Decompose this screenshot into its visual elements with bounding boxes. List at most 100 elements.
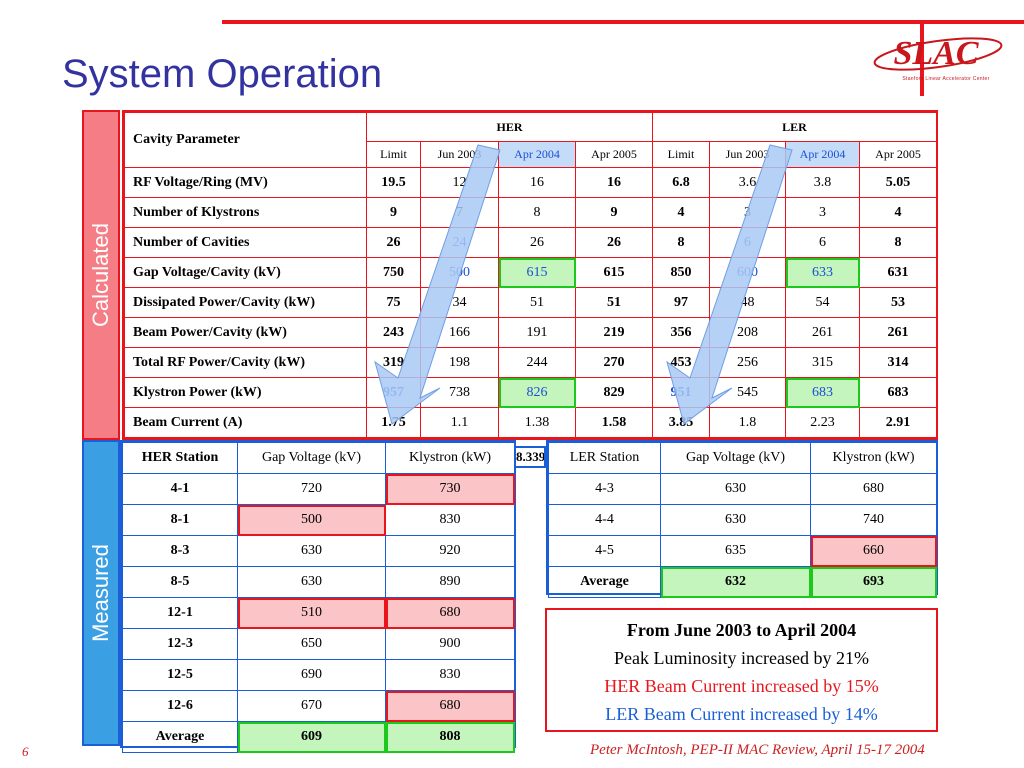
table-cell: 738	[420, 377, 499, 408]
table-row: Total RF Power/Cavity (kW) 319 198 244 2…	[124, 347, 938, 378]
station-label: 4-5	[548, 535, 661, 567]
table-row: 8-5 630 890	[122, 566, 515, 598]
table-cell: 54	[785, 287, 861, 318]
table-cell: 850	[652, 257, 711, 288]
table-cell: 16	[498, 167, 576, 198]
table-cell: 720	[237, 473, 386, 505]
table-cell: 510	[237, 597, 386, 629]
calculated-label: Calculated	[88, 223, 113, 327]
logo-subtitle: Stanford Linear Accelerator Center	[902, 76, 990, 82]
table-cell: 97	[652, 287, 711, 318]
table-cell: 951	[652, 377, 711, 408]
row-label: Klystron Power (kW)	[124, 377, 367, 408]
table-cell: 51	[498, 287, 576, 318]
table-cell: 683	[859, 377, 938, 408]
row-label: Dissipated Power/Cavity (kW)	[124, 287, 367, 318]
table-cell: 740	[810, 504, 937, 536]
table-cell: 48	[709, 287, 787, 318]
station-label: 12-3	[122, 628, 238, 660]
her-group-header: HER	[365, 112, 654, 142]
col-header: Klystron (kW)	[810, 442, 937, 474]
table-row: Beam Power/Cavity (kW) 243 166 191 219 3…	[124, 317, 938, 348]
table-cell: 24	[420, 227, 499, 258]
table-cell: 4	[859, 197, 938, 228]
table-cell: 5.05	[859, 167, 938, 198]
table-cell: 750	[366, 257, 421, 288]
table-row: 4-5 635 660	[548, 535, 937, 567]
table-row: Klystron Power (kW) 957 738 826 829 951 …	[124, 377, 938, 408]
table-cell: 500	[420, 257, 499, 288]
average-klystron-power: 693	[810, 566, 937, 598]
summary-box: From June 2003 to April 2004 Peak Lumino…	[545, 608, 938, 732]
table-cell: 8	[859, 227, 938, 258]
table-cell: 1.75	[366, 407, 421, 438]
table-cell: 219	[574, 317, 654, 348]
table-cell: 683	[785, 377, 861, 408]
table-cell: 3.85	[652, 407, 711, 438]
station-label: 8-3	[122, 535, 238, 567]
table-cell: 16	[574, 167, 654, 198]
table-cell: 8	[652, 227, 711, 258]
calculated-side-label: Calculated	[82, 110, 120, 440]
table-row: 12-6 670 680	[122, 690, 515, 722]
table-cell: 615	[498, 257, 576, 288]
table-cell: 1.38	[498, 407, 576, 438]
ler-measured-table-frame: LER Station Gap Voltage (kV) Klystron (k…	[546, 440, 938, 598]
table-cell: 453	[652, 347, 711, 378]
table-cell: 3.6	[709, 167, 787, 198]
summary-heading: From June 2003 to April 2004	[626, 620, 857, 640]
table-row: Gap Voltage/Cavity (kV) 750 500 615 615 …	[124, 257, 938, 288]
table-cell: 198	[420, 347, 499, 378]
table-cell: 270	[574, 347, 654, 378]
page-number: 6	[22, 744, 29, 759]
table-cell: 261	[859, 317, 938, 348]
footer-credit: Peter McIntosh, PEP-II MAC Review, April…	[590, 742, 925, 758]
row-label: RF Voltage/Ring (MV)	[124, 167, 367, 198]
table-cell: 630	[237, 566, 386, 598]
station-label: 4-4	[548, 504, 661, 536]
table-cell: 315	[785, 347, 861, 378]
her-measured-table: HER Station Gap Voltage (kV) Klystron (k…	[122, 442, 515, 753]
table-cell: 6.8	[652, 167, 711, 198]
table-cell: 208	[709, 317, 787, 348]
table-row: 8-1 500 830	[122, 504, 515, 536]
row-label: Number of Cavities	[124, 227, 367, 258]
table-row: 4-1 720 730	[122, 473, 515, 505]
table-row: 12-5 690 830	[122, 659, 515, 691]
col-header: Apr 2005	[574, 141, 654, 168]
table-cell: 2.23	[785, 407, 861, 438]
table-cell: 3	[785, 197, 861, 228]
ler-measured-table: LER Station Gap Voltage (kV) Klystron (k…	[548, 442, 937, 598]
param-header: Cavity Parameter	[124, 112, 367, 168]
table-cell: 166	[420, 317, 499, 348]
table-row: 12-1 510 680	[122, 597, 515, 629]
table-cell: 630	[660, 473, 811, 505]
row-label: Beam Current (A)	[124, 407, 367, 438]
table-row: 8-3 630 920	[122, 535, 515, 567]
average-gap-voltage: 609	[237, 721, 386, 753]
her-measured-table-frame: HER Station Gap Voltage (kV) Klystron (k…	[120, 440, 516, 753]
table-cell: 26	[574, 227, 654, 258]
table-cell: 690	[237, 659, 386, 691]
table-cell: 890	[385, 566, 515, 598]
table-row: Number of Klystrons 9 7 8 9 4 3 3 4	[124, 197, 938, 228]
col-header: Jun 2003	[420, 141, 499, 168]
table-cell: 615	[574, 257, 654, 288]
table-cell: 600	[709, 257, 787, 288]
table-cell: 830	[385, 504, 515, 536]
ler-group-header: LER	[652, 112, 938, 142]
table-cell: 635	[660, 535, 811, 567]
table-cell: 1.58	[574, 407, 654, 438]
table-cell: 3	[709, 197, 787, 228]
col-header: Klystron (kW)	[385, 442, 515, 474]
table-cell: 900	[385, 628, 515, 660]
calculated-table-frame: Cavity Parameter HER LER Limit Jun 2003 …	[122, 110, 938, 440]
table-cell: 630	[660, 504, 811, 536]
table-cell: 9	[366, 197, 421, 228]
row-label: Total RF Power/Cavity (kW)	[124, 347, 367, 378]
table-cell: 75	[366, 287, 421, 318]
table-cell: 256	[709, 347, 787, 378]
col-header: Apr 2004	[785, 141, 861, 168]
table-row: Beam Current (A) 1.75 1.1 1.38 1.58 3.85…	[124, 407, 938, 438]
table-cell: 6	[709, 227, 787, 258]
